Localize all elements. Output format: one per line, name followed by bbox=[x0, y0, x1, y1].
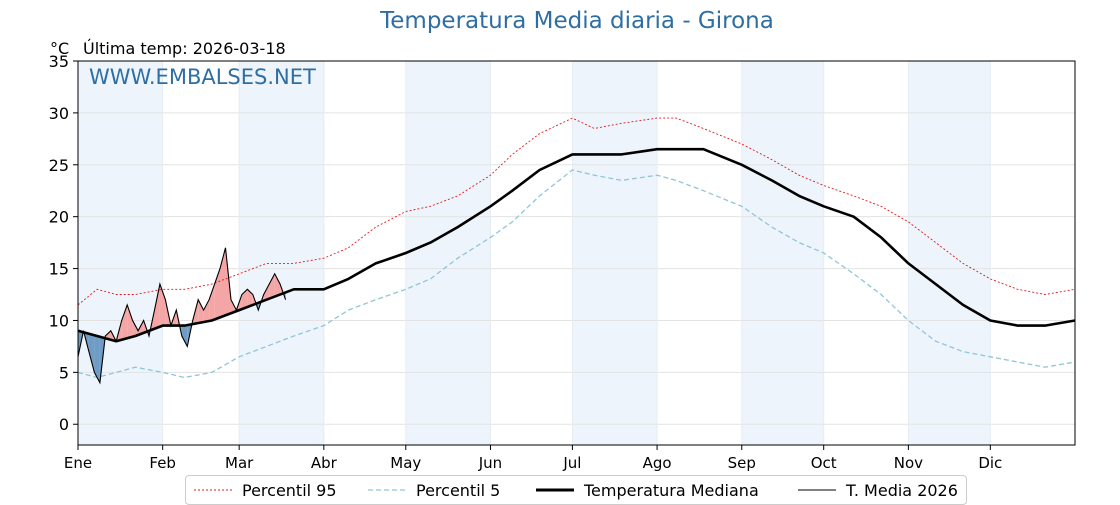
x-tick-label-dic: Dic bbox=[978, 454, 1002, 472]
x-tick-label-jul: Jul bbox=[562, 454, 581, 472]
legend-label-current: T. Media 2026 bbox=[846, 481, 958, 500]
month-band-may bbox=[406, 61, 491, 445]
x-tick-label-sep: Sep bbox=[728, 454, 756, 472]
x-tick-label-ago: Ago bbox=[643, 454, 672, 472]
y-tick-label: 10 bbox=[49, 311, 69, 330]
x-axis-ticks: Ene Feb Mar Abr May Jun Jul Ago Sep Oct Nov Dic bbox=[64, 445, 1002, 472]
above-median-fill bbox=[209, 284, 215, 321]
legend-label-p95: Percentil 95 bbox=[242, 481, 337, 500]
month-band-jul bbox=[572, 61, 657, 445]
x-tick-label-ene: Ene bbox=[64, 454, 92, 472]
temperature-chart: 0 5 10 15 20 25 30 35 Ene Feb Mar Abr May Jun Jul Ago S… bbox=[0, 0, 1120, 475]
above-median-fill bbox=[198, 300, 203, 323]
legend-item-current: T. Media 2026 bbox=[798, 480, 964, 502]
legend-swatch-p95 bbox=[194, 483, 234, 497]
x-tick-label-may: May bbox=[390, 454, 421, 472]
legend: Percentil 95 Percentil 5 Temperatura Med… bbox=[185, 475, 967, 505]
y-tick-label: 15 bbox=[49, 260, 69, 279]
above-median-fill bbox=[204, 300, 210, 322]
legend-swatch-current bbox=[798, 483, 838, 497]
legend-item-p5: Percentil 5 bbox=[368, 480, 528, 502]
month-bands bbox=[78, 61, 990, 445]
y-tick-label: 0 bbox=[59, 415, 69, 434]
below-median-fill bbox=[182, 325, 188, 346]
legend-label-p5: Percentil 5 bbox=[416, 481, 500, 500]
y-tick-label: 20 bbox=[49, 208, 69, 227]
legend-item-p95: Percentil 95 bbox=[194, 480, 364, 502]
x-tick-label-nov: Nov bbox=[894, 454, 923, 472]
legend-item-median: Temperatura Mediana bbox=[536, 480, 776, 502]
y-tick-label: 30 bbox=[49, 104, 69, 123]
legend-label-median: Temperatura Mediana bbox=[584, 481, 759, 500]
x-tick-label-jun: Jun bbox=[478, 454, 502, 472]
month-band-mar bbox=[239, 61, 324, 445]
y-tick-label: 35 bbox=[49, 52, 69, 71]
legend-swatch-median bbox=[536, 483, 576, 497]
watermark-text: WWW.EMBALSES.NET bbox=[89, 65, 316, 89]
legend-swatch-p5 bbox=[368, 483, 408, 497]
y-tick-label: 25 bbox=[49, 156, 69, 175]
x-tick-label-feb: Feb bbox=[149, 454, 176, 472]
y-tick-label: 5 bbox=[59, 363, 69, 382]
month-band-nov bbox=[908, 61, 990, 445]
month-band-sep bbox=[742, 61, 824, 445]
y-axis-ticks: 0 5 10 15 20 25 30 35 bbox=[49, 52, 78, 434]
x-tick-label-oct: Oct bbox=[811, 454, 837, 472]
x-tick-label-abr: Abr bbox=[311, 454, 338, 472]
month-band-ene bbox=[78, 61, 163, 445]
x-tick-label-mar: Mar bbox=[225, 454, 254, 472]
